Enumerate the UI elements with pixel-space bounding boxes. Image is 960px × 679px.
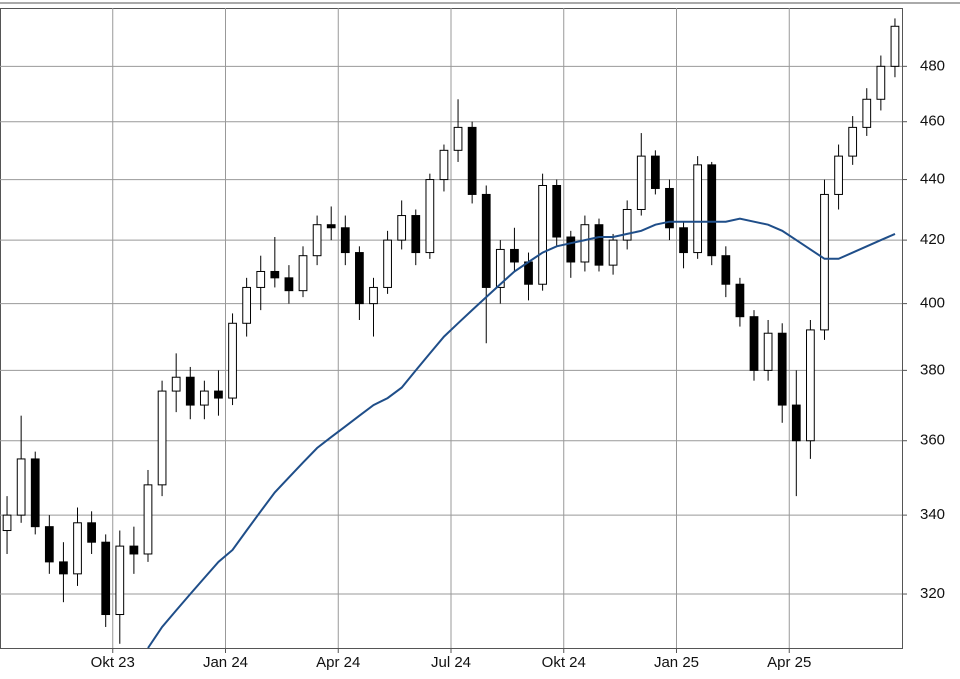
candle-body [820,193,829,331]
candle-body [481,193,491,288]
candle-body [848,126,858,157]
candle-body [510,248,519,263]
candle-body [735,283,745,318]
x-tick-label: Apr 25 [767,654,811,671]
candle-body [763,332,773,371]
y-tick-label: 340 [920,506,945,523]
candle-body [270,270,280,279]
candle-body [115,545,125,616]
y-tick-label: 440 [920,171,945,188]
candle-body [777,332,787,406]
candle-body [467,126,477,195]
candle-body [594,224,604,266]
x-tick-label: Jan 25 [654,654,699,671]
candle-body [256,270,266,288]
x-tick-label: Jul 24 [431,654,471,671]
candle-body [30,458,40,528]
candle-body [425,179,435,254]
candle-body [214,390,223,399]
candle-body [622,208,632,241]
candle-body [383,239,392,288]
candle-body [665,187,674,229]
candle-body [566,236,576,263]
candle-body [397,215,407,241]
candle-body [580,224,590,263]
candle-body [806,329,815,442]
candle-body [707,164,717,257]
x-tick-label: Apr 24 [316,654,360,671]
candle-body [44,526,54,563]
candle-body [876,65,886,100]
y-tick-label: 380 [920,361,945,378]
x-tick-label: Okt 23 [91,654,135,671]
candle-body [157,390,167,486]
candle-body [679,227,688,254]
candle-body [453,126,463,151]
x-tick-label: Okt 24 [542,654,586,671]
y-tick-label: 360 [920,432,945,449]
candle-body [552,184,562,238]
candle-body [721,255,731,285]
candle-body [143,484,153,555]
candle-body [608,239,618,266]
candle-body [312,224,322,257]
candle-body [862,98,872,128]
moving-average-line [147,217,896,649]
candle-body [242,286,252,324]
candle-body [834,155,843,195]
candle-body [199,390,209,406]
candle-body [749,316,759,371]
candle-body [59,561,68,575]
candle-body [16,458,26,516]
candle-body [791,404,801,442]
y-tick-label: 320 [920,585,945,602]
candle-body [439,149,449,181]
candle-body [87,522,96,543]
candle-body [340,227,350,254]
y-tick-label: 420 [920,231,945,248]
candle-body [185,376,195,406]
candle-body [411,215,421,254]
y-tick-label: 460 [920,113,945,130]
candle-body [101,541,111,616]
candle-body [890,25,900,67]
candle-body [228,322,237,399]
candle-body [355,252,364,305]
candle-body [650,155,660,189]
y-tick-label: 480 [920,57,945,74]
candle-body [636,155,646,210]
y-tick-label: 400 [920,295,945,312]
candle-body [326,224,336,229]
candle-body [369,286,378,305]
candle-body [693,164,703,254]
candle-body [538,184,547,285]
candle-body [524,261,533,285]
candle-body [171,376,181,392]
candle-body [298,255,308,292]
candle-body [129,545,139,555]
candle-body [495,248,505,288]
candle-body [73,522,82,575]
candle-body [2,514,12,532]
candle-body [284,277,294,292]
x-tick-label: Jan 24 [203,654,248,671]
